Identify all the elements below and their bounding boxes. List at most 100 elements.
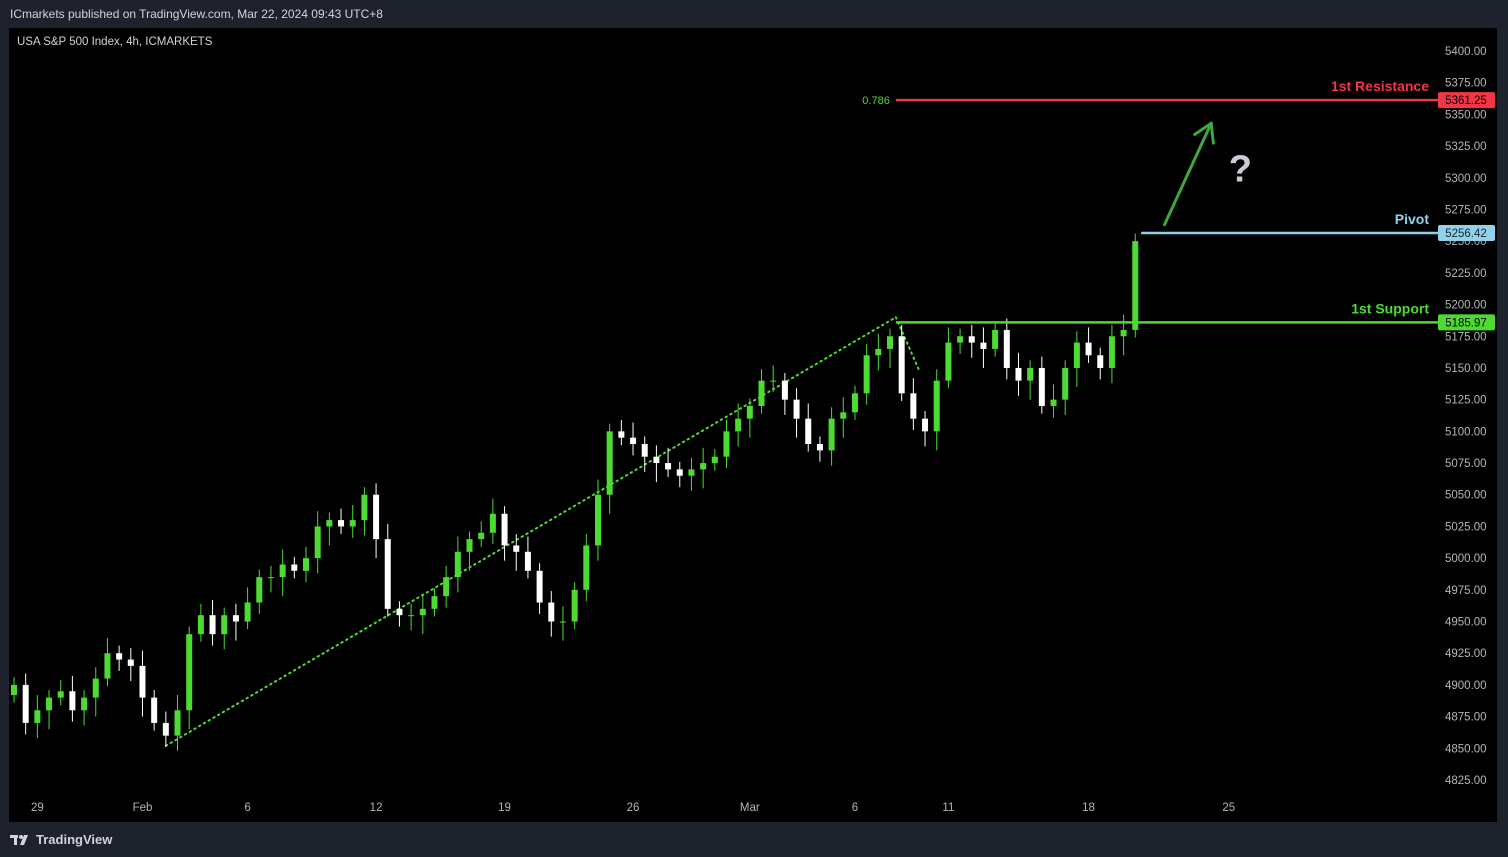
candle: [1085, 327, 1092, 363]
candle: [279, 549, 286, 597]
price-tick-label: 5275.00: [1445, 204, 1487, 216]
candle: [630, 422, 637, 456]
candle-body: [793, 399, 800, 419]
candle: [910, 378, 917, 431]
candle-body: [11, 684, 17, 696]
price-axis[interactable]: 4825.00 4850.00 4875.00 4900.00 4925.00 4950.…: [1445, 46, 1487, 787]
candle: [571, 582, 578, 630]
candle: [1097, 347, 1104, 380]
fib-level-label: 0.786: [862, 95, 890, 107]
candle: [244, 587, 251, 630]
level-name: Pivot: [1395, 211, 1430, 227]
candle: [700, 447, 707, 489]
candle: [384, 523, 391, 617]
candle: [933, 369, 940, 451]
price-tick-label: 5350.00: [1445, 109, 1487, 121]
candle: [501, 506, 508, 561]
trendlines-layer: [164, 316, 921, 747]
time-tick-label: 6: [852, 802, 858, 814]
bottom-bar: TradingView: [0, 822, 1508, 857]
candle-body: [1073, 342, 1080, 368]
candle: [735, 403, 742, 447]
candle-body: [478, 532, 485, 540]
candle-body: [746, 405, 753, 419]
candle: [665, 447, 672, 477]
price-tick-label: 5175.00: [1445, 331, 1487, 343]
candle-body: [443, 577, 450, 597]
level-price-label: 5185.97: [1445, 317, 1487, 329]
candle: [232, 603, 239, 641]
candle-body: [910, 393, 917, 419]
candle-body: [676, 469, 683, 476]
candle-body: [968, 336, 975, 343]
candle: [536, 563, 543, 614]
candle: [922, 411, 929, 447]
price-tick-label: 4925.00: [1445, 648, 1487, 660]
candle: [151, 689, 158, 731]
price-tick-label: 5400.00: [1445, 46, 1487, 58]
candle: [641, 436, 648, 472]
tradingview-logo[interactable]: TradingView: [10, 832, 112, 847]
candle: [676, 461, 683, 488]
candle: [781, 373, 788, 415]
candle-body: [513, 545, 520, 552]
candle-body: [548, 602, 555, 622]
candle-body: [104, 653, 111, 679]
candle-body: [863, 355, 870, 394]
candle-body: [1050, 399, 1057, 406]
candle: [793, 388, 800, 438]
level-name: 1st Support: [1351, 300, 1429, 316]
candle: [186, 626, 193, 730]
candle-body: [781, 380, 788, 400]
candle-body: [57, 691, 64, 698]
candle-body: [524, 551, 531, 571]
candle-body: [1003, 329, 1010, 368]
candle-body: [992, 329, 999, 349]
candle: [711, 449, 718, 471]
candle-body: [116, 653, 123, 660]
arrow-head: [1193, 121, 1213, 137]
price-tick-label: 5200.00: [1445, 300, 1487, 312]
candle-body: [840, 412, 847, 419]
candle: [875, 333, 882, 371]
candle: [945, 327, 952, 389]
candle: [116, 645, 123, 671]
candle: [851, 385, 858, 420]
time-tick-label: Feb: [133, 802, 153, 814]
candle-body: [256, 577, 263, 603]
candle-body: [279, 564, 286, 578]
level-price-tag: [1438, 314, 1495, 331]
projection-arrow: [1162, 121, 1213, 227]
time-tick-label: Mar: [740, 802, 760, 814]
time-axis[interactable]: 29 Feb 6 12 19 26 Mar 6 11 18 25: [31, 802, 1235, 814]
candle: [174, 695, 181, 751]
candle: [816, 436, 823, 462]
price-tick-label: 4950.00: [1445, 617, 1487, 629]
candle: [992, 322, 999, 357]
candle: [653, 445, 660, 483]
candle: [980, 327, 987, 368]
level-price-label: 5256.42: [1445, 228, 1487, 240]
price-tick-label: 5100.00: [1445, 426, 1487, 438]
candle: [221, 607, 228, 650]
candle-body: [221, 615, 228, 635]
candle: [1073, 331, 1080, 387]
price-tick-label: 5150.00: [1445, 363, 1487, 375]
candle-body: [46, 697, 53, 711]
price-tick-label: 5225.00: [1445, 268, 1487, 280]
candle: [723, 419, 730, 469]
candle-body: [267, 577, 274, 579]
candle: [197, 603, 204, 642]
candle: [361, 487, 368, 536]
candle-body: [665, 463, 672, 470]
price-tick-label: 5300.00: [1445, 173, 1487, 185]
time-tick-label: 29: [31, 802, 44, 814]
candle-body: [536, 570, 543, 603]
price-chart[interactable]: USA S&P 500 Index, 4h, ICMARKETS 4825.00…: [9, 28, 1497, 822]
candle: [618, 419, 625, 446]
price-tick-label: 4900.00: [1445, 680, 1487, 692]
chart-area[interactable]: USA S&P 500 Index, 4h, ICMARKETS 4825.00…: [9, 28, 1497, 822]
candle: [828, 407, 835, 466]
candle-body: [361, 494, 368, 521]
candle-body: [1027, 367, 1034, 381]
